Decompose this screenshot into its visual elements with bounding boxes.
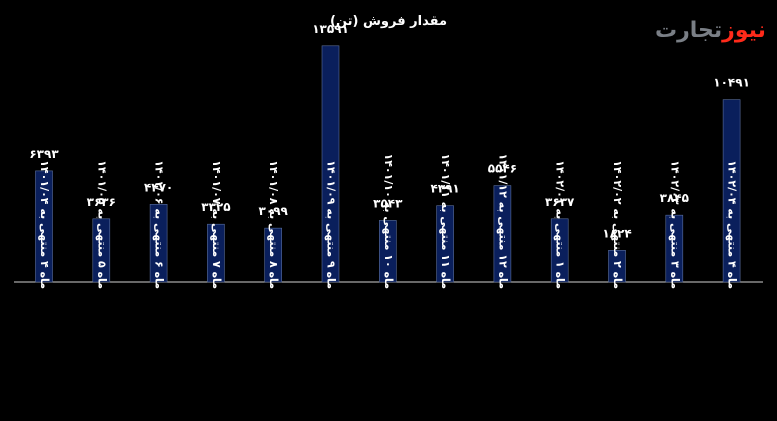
data-label: ۶۳۹۳ [29, 147, 59, 161]
x-tick-label: ماه ۷ منتهی به ۱۴۰۱/۰۷ [210, 160, 223, 289]
brand-logo-part2: تجارت [655, 18, 723, 43]
data-label: ۴۳۹۱ [430, 182, 459, 196]
bar [149, 204, 168, 283]
bar [207, 223, 225, 283]
chart-title: مقدار فروش (تن) [330, 14, 447, 29]
data-label: ۵۵۴۶ [488, 162, 517, 176]
data-label: ۳۳۲۵ [201, 200, 230, 214]
x-tick-label: ماه ۱۲ منتهی به ۱۴۰۱/۱۲ [496, 154, 509, 290]
x-tick-label: ماه ۱۰ منتهی به ۱۴۰۱/۱۰ [382, 154, 395, 290]
bar [35, 170, 53, 283]
x-tick-label: ماه ۵ منتهی به ۱۴۰۱/۰۵ [95, 160, 108, 289]
x-tick-label: ماه ۱ منتهی به ۱۴۰۲/۰۱ [554, 160, 567, 289]
data-label: ۱۰۴۹۱ [713, 76, 750, 90]
x-tick-label: ماه ۶ منتهی به ۱۴۰۱/۰۶ [153, 160, 166, 289]
bar [665, 214, 684, 283]
x-tick-label: ماه ۴ منتهی به ۱۴۰۱/۰۴ [38, 160, 51, 289]
bar [722, 99, 741, 283]
data-label: ۴۴۷۰ [144, 180, 173, 194]
x-tick-label: ماه ۱۱ منتهی به ۱۴۰۱/۱۱ [439, 154, 452, 290]
x-tick-label: ماه ۸ منتهی به ۱۴۰۱/۰۸ [267, 160, 280, 289]
x-tick-label: ماه ۲ منتهی به ۱۴۰۲/۰۲ [611, 160, 624, 289]
x-tick-label: ماه ۴ منتهی به ۱۴۰۲/۰۴ [726, 160, 739, 289]
data-label: ۳۸۴۵ [660, 191, 689, 205]
brand-logo-part1: نیوز [722, 18, 766, 43]
data-label: ۳۶۳۷ [545, 195, 575, 209]
data-label: ۳۶۳۶ [87, 195, 116, 209]
bar [378, 220, 397, 283]
data-label: ۱۳۵۹۱ [312, 22, 349, 36]
bar [92, 218, 111, 283]
bar [493, 185, 512, 283]
bar [321, 45, 340, 283]
bar [550, 218, 569, 283]
bar [264, 227, 283, 283]
data-label: ۳۵۴۳ [373, 196, 403, 210]
x-tick-label: ماه ۳ منتهی به ۱۴۰۲/۰۳ [668, 160, 681, 289]
x-tick-label: ماه ۹ منتهی به ۱۴۰۱/۰۹ [325, 160, 338, 289]
brand-logo: نیوزتجارت [655, 18, 766, 48]
bar [608, 250, 626, 283]
data-label: ۱۸۲۴ [602, 226, 631, 240]
bar [436, 205, 454, 283]
data-label: ۳۰۹۹ [259, 204, 289, 218]
